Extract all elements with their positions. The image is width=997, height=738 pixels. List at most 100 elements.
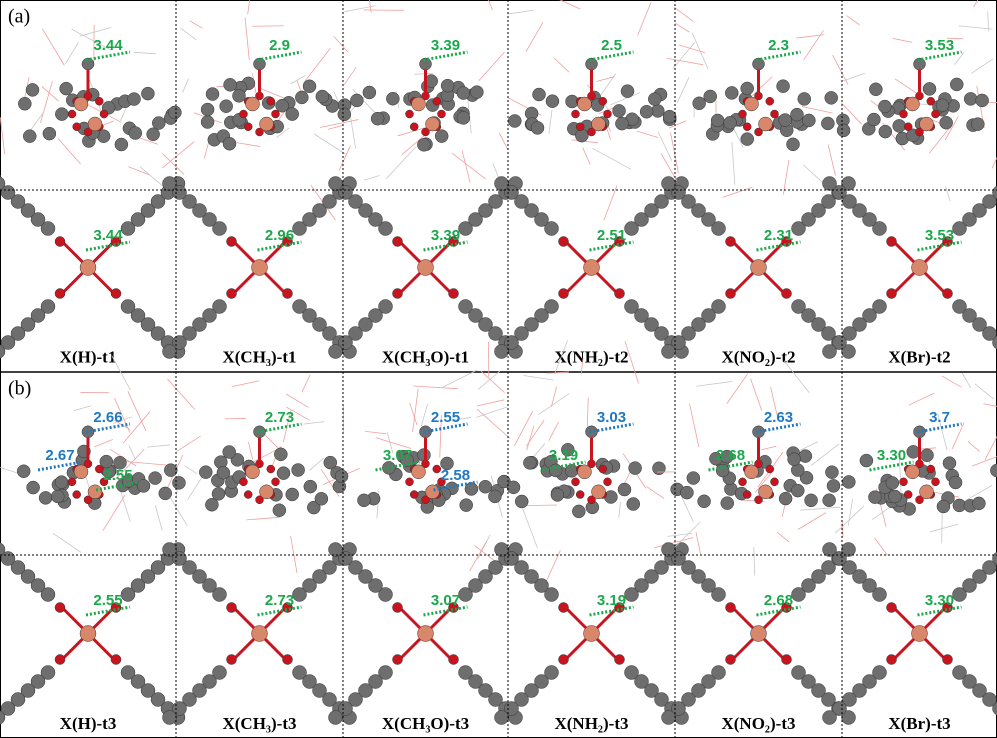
wire bbox=[252, 26, 284, 27]
distance-label: 2.9 bbox=[269, 37, 290, 54]
atom bbox=[615, 117, 628, 130]
atom bbox=[60, 82, 73, 95]
distance-label: 2.63 bbox=[764, 409, 793, 426]
atom bbox=[495, 711, 509, 725]
atom bbox=[43, 127, 56, 140]
atom bbox=[457, 111, 470, 124]
atom bbox=[163, 543, 177, 557]
atom bbox=[495, 345, 509, 359]
atom bbox=[80, 626, 96, 642]
atom bbox=[227, 289, 237, 299]
atom bbox=[906, 97, 920, 111]
atom bbox=[693, 97, 706, 110]
atom bbox=[295, 91, 308, 104]
atom bbox=[244, 123, 252, 131]
atom bbox=[869, 83, 882, 96]
atom bbox=[111, 655, 121, 665]
atom bbox=[212, 487, 225, 500]
atom bbox=[433, 465, 441, 473]
atom bbox=[449, 655, 459, 665]
atom bbox=[95, 465, 103, 473]
atom bbox=[206, 88, 219, 101]
atom bbox=[860, 454, 873, 467]
atom bbox=[410, 123, 418, 131]
atom bbox=[303, 80, 316, 93]
atom bbox=[615, 289, 625, 299]
atom bbox=[912, 626, 928, 642]
atom bbox=[147, 128, 160, 141]
atom bbox=[868, 491, 881, 504]
atom bbox=[371, 112, 384, 125]
atom bbox=[964, 92, 977, 105]
atom bbox=[751, 260, 767, 276]
atom bbox=[559, 655, 569, 665]
atom bbox=[100, 110, 108, 118]
atom bbox=[316, 90, 329, 103]
atom bbox=[711, 114, 724, 127]
atom bbox=[827, 479, 840, 492]
atom bbox=[441, 79, 454, 92]
atom bbox=[592, 117, 606, 131]
panel-label: X(CH₃O)-t3 bbox=[382, 714, 469, 733]
atom bbox=[739, 110, 747, 118]
atom bbox=[823, 494, 836, 507]
atom bbox=[201, 116, 214, 129]
atom bbox=[304, 480, 317, 493]
atom bbox=[927, 97, 935, 105]
atom bbox=[578, 465, 592, 479]
atom bbox=[393, 289, 403, 299]
atom bbox=[479, 480, 492, 493]
atom bbox=[329, 711, 343, 725]
atom bbox=[949, 476, 962, 489]
atom bbox=[74, 465, 88, 479]
distance-label: 2.31 bbox=[764, 227, 793, 244]
atom bbox=[55, 655, 65, 665]
atom bbox=[73, 491, 81, 499]
distance-label: 2.73 bbox=[265, 409, 294, 426]
atom bbox=[787, 138, 800, 151]
atom bbox=[791, 484, 804, 497]
distance-label: 3.30 bbox=[925, 592, 954, 609]
atom bbox=[741, 133, 754, 146]
atom bbox=[393, 237, 403, 247]
atom bbox=[798, 92, 811, 105]
atom bbox=[743, 491, 751, 499]
atom bbox=[329, 345, 343, 359]
atom bbox=[495, 177, 509, 191]
atom bbox=[627, 498, 640, 511]
atom bbox=[17, 465, 30, 478]
atom bbox=[82, 426, 94, 438]
atom bbox=[82, 58, 94, 70]
atom bbox=[927, 465, 935, 473]
atom bbox=[592, 485, 606, 499]
panel-label: X(NO₂)-t2 bbox=[721, 347, 795, 366]
atom bbox=[386, 92, 399, 105]
atom bbox=[73, 123, 81, 131]
atom bbox=[406, 478, 414, 486]
atom bbox=[743, 123, 751, 131]
atom bbox=[745, 465, 759, 479]
atom bbox=[128, 93, 141, 106]
atom bbox=[508, 114, 521, 127]
atom bbox=[39, 491, 52, 504]
atom bbox=[74, 97, 88, 111]
atom bbox=[802, 114, 815, 127]
atom bbox=[887, 237, 897, 247]
atom bbox=[129, 127, 142, 140]
atom bbox=[662, 711, 676, 725]
distance-label: 2.51 bbox=[597, 227, 626, 244]
atom bbox=[254, 426, 266, 438]
atom bbox=[893, 119, 906, 132]
atom bbox=[51, 490, 64, 503]
atom bbox=[575, 129, 588, 142]
atom bbox=[640, 105, 653, 118]
atom bbox=[777, 80, 790, 93]
atom bbox=[418, 260, 434, 276]
atom bbox=[726, 237, 736, 247]
atom bbox=[779, 114, 792, 127]
atom bbox=[932, 478, 940, 486]
atom bbox=[604, 478, 612, 486]
atom bbox=[584, 260, 600, 276]
atom bbox=[55, 603, 65, 613]
atom bbox=[393, 603, 403, 613]
